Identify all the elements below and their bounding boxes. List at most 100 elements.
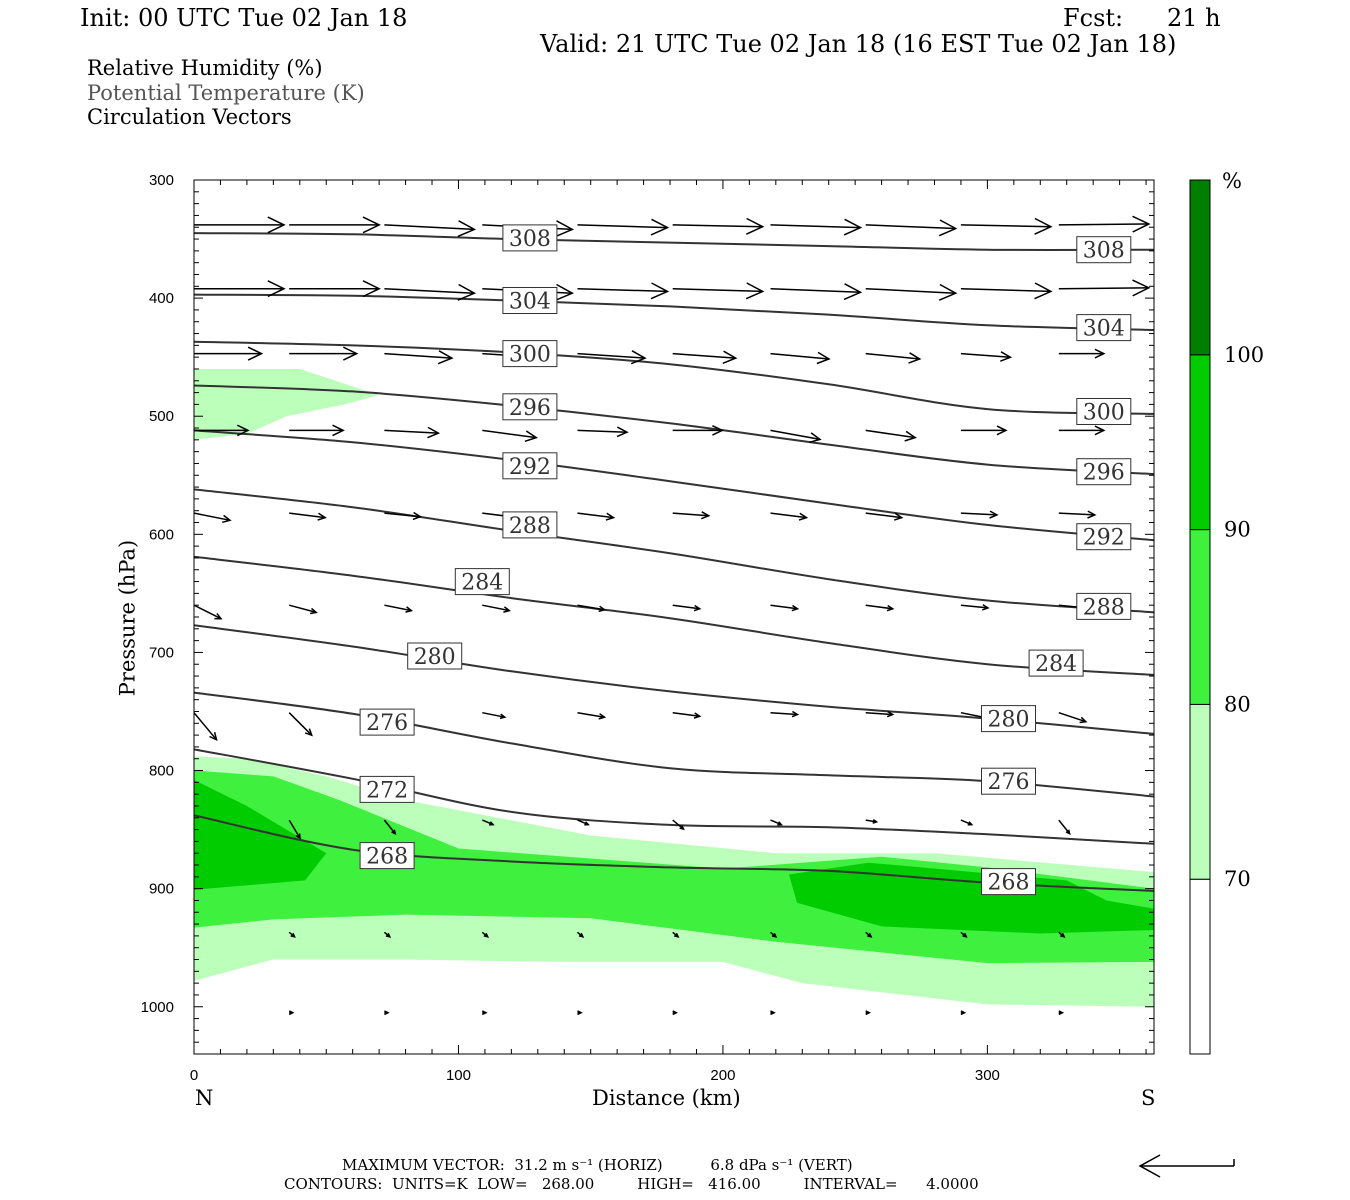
contour-label-text: 288 <box>1083 595 1125 620</box>
circulation-vector <box>194 346 264 361</box>
vector-head <box>809 432 822 444</box>
vector-head <box>843 283 863 301</box>
y-tick-label: 800 <box>149 763 174 780</box>
vector-head <box>1034 217 1053 235</box>
vector-shaft <box>865 287 956 294</box>
reference-vector <box>1138 1154 1235 1178</box>
circulation-vector <box>289 512 327 521</box>
vector-shaft <box>1058 711 1087 723</box>
contour-label-box <box>502 511 558 539</box>
contour-label-text: 268 <box>988 871 1030 896</box>
circulation-vector <box>577 931 585 938</box>
vector-head <box>267 216 286 234</box>
vector-shaft <box>865 512 902 519</box>
contour-label: 296 <box>502 393 558 421</box>
contour-label-box <box>1076 314 1132 342</box>
vector-head <box>771 932 778 938</box>
circulation-vector <box>194 604 223 620</box>
contour-label-box <box>1076 398 1132 425</box>
rh-region-70-80 <box>194 369 380 440</box>
contour-label: 308 <box>1076 236 1132 264</box>
y-axis-title: Pressure (hPa) <box>115 539 140 697</box>
vector-shaft <box>1058 287 1149 290</box>
circulation-vector <box>770 931 778 938</box>
vector-head <box>457 283 477 301</box>
contour-label: 276 <box>981 767 1036 795</box>
circulation-vector <box>482 429 539 443</box>
vector-head <box>745 217 765 235</box>
vector-head <box>672 1010 679 1016</box>
contour-label-box <box>981 868 1036 896</box>
contour-label-box <box>1076 523 1132 551</box>
vector-shaft <box>960 512 997 516</box>
circulation-vector <box>383 931 392 938</box>
legend-vectors: Circulation Vectors <box>87 105 292 129</box>
vector-shaft <box>1058 512 1095 516</box>
y-tick-label: 600 <box>149 526 174 543</box>
colorbar-band <box>1189 529 1211 705</box>
x-tick-label: 200 <box>710 1067 735 1084</box>
vector-head <box>317 512 327 521</box>
circulation-vector <box>865 604 895 612</box>
vector-shaft <box>770 287 861 294</box>
vector-shaft <box>672 604 700 610</box>
contour-label-text: 276 <box>366 711 408 736</box>
vector-head <box>872 818 879 824</box>
vector-shaft <box>384 512 421 518</box>
circulation-vector <box>672 350 738 364</box>
vector-shaft <box>960 224 1051 228</box>
vector-head <box>267 280 286 298</box>
vector-shaft <box>770 711 798 716</box>
vector-head <box>437 350 454 365</box>
contour-label-box <box>502 287 558 314</box>
circulation-vector <box>384 220 477 238</box>
vector-head <box>908 352 922 364</box>
contour-label-box <box>359 842 415 870</box>
x-tick-label: 100 <box>446 1067 471 1084</box>
circulation-vector <box>384 350 454 365</box>
vector-shaft <box>672 352 736 359</box>
vector-head <box>962 932 968 938</box>
circulation-vector <box>577 1010 583 1016</box>
circulation-vector <box>384 1010 390 1016</box>
circulation-vector <box>770 351 831 365</box>
circulation-vector <box>481 931 490 938</box>
vector-head <box>938 219 958 237</box>
vector-head <box>1094 348 1106 359</box>
vector-head <box>483 932 490 938</box>
circulation-vector <box>960 282 1053 300</box>
circulation-vector <box>770 710 800 718</box>
theta-contour-284 <box>194 555 1154 676</box>
vector-head <box>247 346 264 361</box>
contour-label-text: 284 <box>461 571 503 596</box>
vector-shaft <box>770 224 861 229</box>
circulation-vector <box>577 819 590 826</box>
theta-contour-308 <box>194 232 1154 251</box>
circulation-vector <box>865 219 958 237</box>
vector-head <box>1132 279 1151 297</box>
vector-shaft <box>770 819 782 826</box>
circulation-vector <box>194 280 286 298</box>
circulation-vector <box>960 510 999 519</box>
vector-shaft <box>672 819 684 830</box>
vector-head <box>650 218 670 236</box>
vector-shaft <box>770 352 830 360</box>
circulation-vector <box>481 1010 488 1016</box>
circulation-vector <box>289 346 359 361</box>
vector-shaft <box>288 712 313 736</box>
vector-shaft <box>384 352 452 359</box>
vector-shaft <box>577 224 668 229</box>
vector-head <box>745 282 765 300</box>
contour-label: 288 <box>502 511 558 539</box>
contour-label: 296 <box>1076 458 1132 486</box>
y-tick-label: 1000 <box>141 999 174 1016</box>
vector-head <box>679 825 685 831</box>
vector-head <box>584 821 590 826</box>
contour-label: 292 <box>502 452 558 480</box>
vector-head <box>886 604 895 612</box>
circulation-vector <box>577 711 607 720</box>
contour-label-box <box>1028 649 1084 677</box>
y-tick-label: 700 <box>149 644 174 661</box>
colorbar-label: 80 <box>1224 692 1251 716</box>
